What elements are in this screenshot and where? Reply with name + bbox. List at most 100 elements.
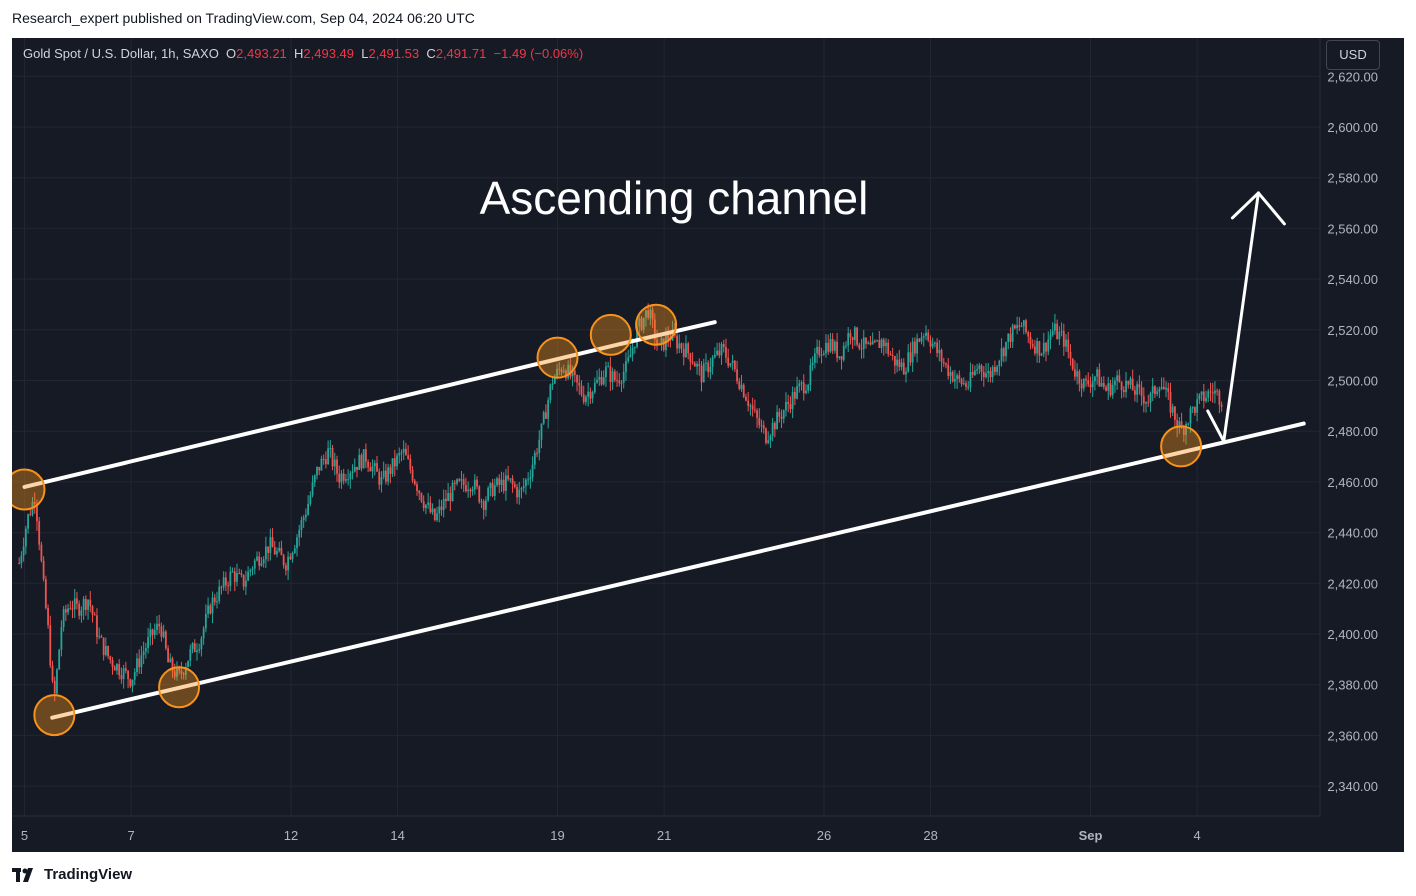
candle-body [522,486,525,489]
arrow-shaft [1222,191,1260,443]
candle-body [791,392,794,410]
touch-marker [158,666,201,709]
candle-body [140,655,143,668]
candle-body [889,353,892,355]
candle-body [44,579,47,609]
time-tick-label: 7 [127,828,134,843]
candle-body [716,350,718,355]
chart-panel[interactable]: 2,340.00 2,360.00 2,380.00 2,400.00 2,420.00… [3,38,1404,852]
candle-body [289,556,292,560]
candle-body [527,479,530,481]
time-tick-label: 28 [923,828,937,843]
candle-body [709,366,712,373]
tradingview-icon [12,867,33,882]
currency-button[interactable]: USD [1326,40,1380,70]
time-tick-label: 21 [657,828,671,843]
candle-body [660,338,663,344]
candle-body [1020,326,1023,328]
candle-body [262,559,265,564]
candle-body [42,560,45,580]
candle-body [789,404,792,410]
candle-body [476,479,478,487]
candle-body [24,528,27,547]
candle-body [1040,353,1043,356]
candle-body [865,337,867,344]
candle-body [493,485,496,496]
candle-body [485,500,487,510]
projection-arrow [1206,191,1286,443]
candle-body [211,597,214,614]
candle-body [667,335,670,340]
time-tick-label: 4 [1193,828,1200,843]
candle-body [347,479,350,481]
candle-body [845,345,847,347]
candle-body [607,366,610,368]
candle-body [656,339,658,345]
candle-body [233,571,236,582]
candle-body [1209,391,1212,393]
candle-body [489,483,492,489]
candle-body [1151,386,1154,394]
candle-body [176,667,178,677]
candle-body [947,364,950,376]
candle-body [1138,384,1141,388]
candle-body [393,458,396,467]
candle-body [1207,391,1210,398]
candle-body [891,354,894,357]
candle-body [27,514,29,529]
candle-body [278,547,281,552]
candle-body [482,501,485,510]
candle-body [558,368,561,370]
price-chart[interactable]: 2,340.00 2,360.00 2,380.00 2,400.00 2,420.00… [3,38,1404,852]
candles [18,303,1223,702]
candle-body [247,571,249,581]
candle-body [496,478,498,486]
candle-body [76,598,78,604]
candle-body [1054,323,1056,331]
candle-body [909,352,912,363]
high-value: 2,493.49 [303,46,355,61]
candle-body [62,609,65,628]
candle-body [531,464,534,478]
candle-body [953,379,956,382]
candle-body [1114,380,1116,386]
candle-body [707,362,710,373]
candle-body [1087,380,1090,385]
candle-body [1165,387,1167,390]
candle-body [1038,341,1041,356]
candle-body [458,479,461,481]
candle-body [893,356,896,366]
candle-body [765,428,767,443]
candle-body [949,372,952,376]
candle-body [1169,392,1172,413]
time-tick-label: Sep [1079,828,1103,843]
candle-body [69,608,72,610]
candle-body [1047,339,1050,352]
candle-body [540,423,543,440]
candle-body [147,637,149,648]
candle-body [413,480,416,485]
candle-body [958,375,961,379]
candle-body [405,448,407,456]
time-tick-label: 14 [390,828,404,843]
candle-body [685,343,687,358]
candle-body [1062,331,1065,347]
candle-body [640,318,643,330]
candle-body [929,340,932,347]
candle-body [82,598,85,611]
candle-body [567,364,570,379]
tradingview-logo[interactable]: TradingView [12,866,132,883]
close-label: C [426,46,436,61]
candle-body [951,372,954,382]
candle-body [385,470,387,482]
candle-body [507,475,510,480]
candle-body [1071,358,1074,370]
candle-body [1065,339,1067,347]
candle-body [691,361,694,364]
candle-body [387,467,390,482]
candle-body [1158,388,1161,392]
candle-body [573,370,576,376]
candle-body [158,623,161,627]
candle-body [873,341,876,343]
candle-body [1013,325,1016,329]
